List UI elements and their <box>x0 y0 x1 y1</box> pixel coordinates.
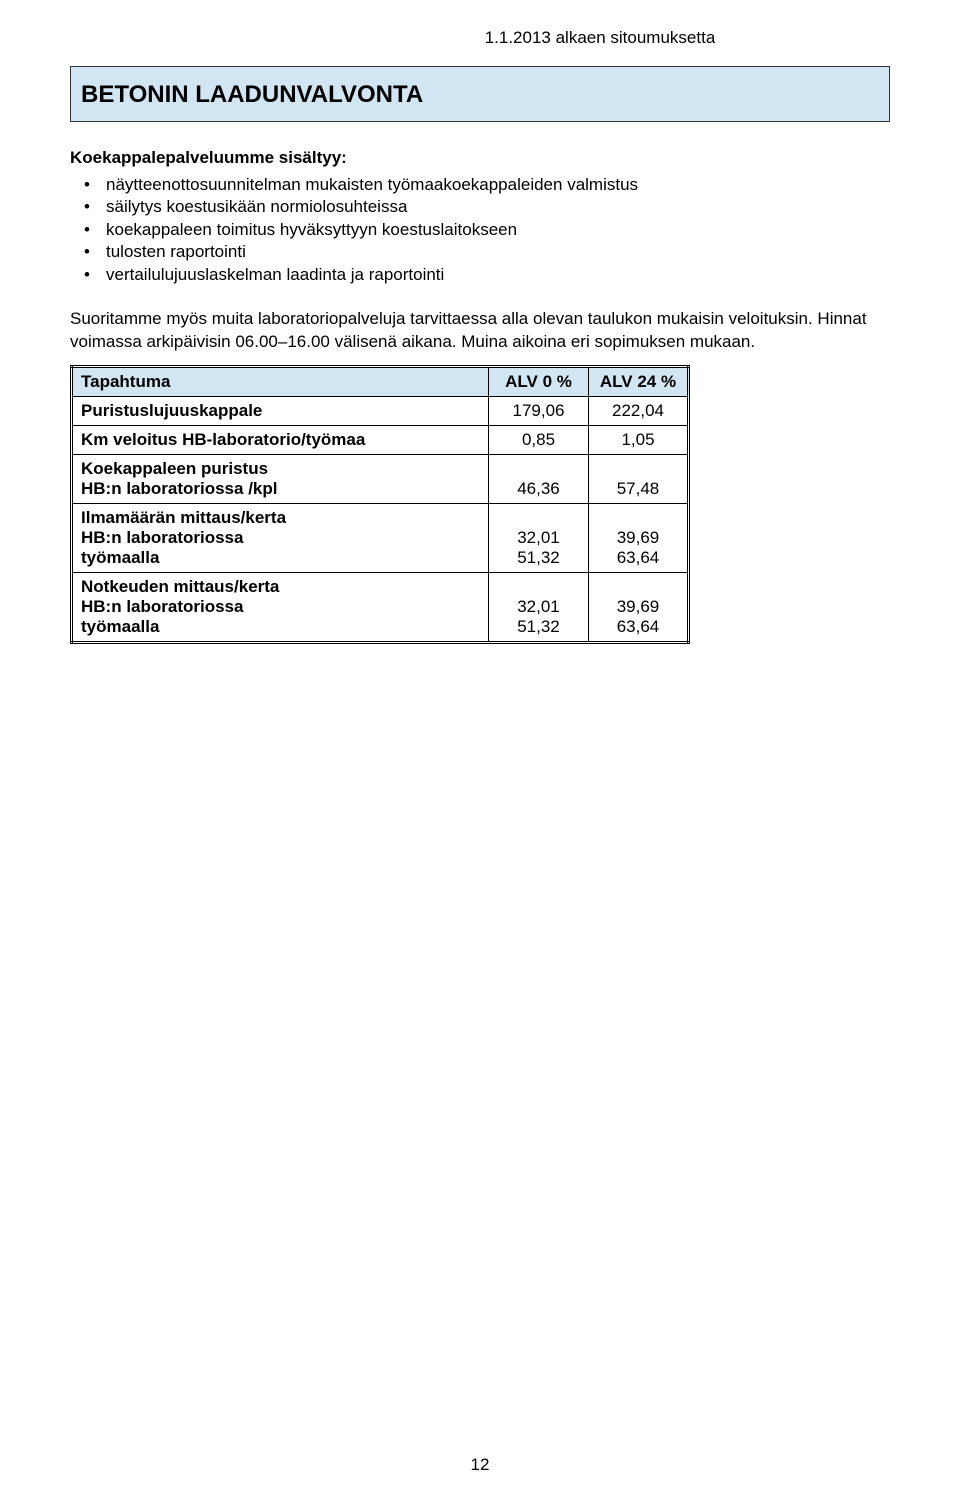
title-banner: BETONIN LAADUNVALVONTA <box>70 66 890 122</box>
cell-alv0: 32,0151,32 <box>489 504 589 573</box>
row-label: Ilmamäärän mittaus/kertaHB:n laboratorio… <box>72 504 489 573</box>
col-alv24: ALV 24 % <box>589 367 689 397</box>
cell-alv0: 179,06 <box>489 397 589 426</box>
row-label: Puristuslujuuskappale <box>72 397 489 426</box>
bullet-item: vertailulujuuslaskelman laadinta ja rapo… <box>106 264 890 286</box>
table-row: Notkeuden mittaus/kertaHB:n laboratorios… <box>72 573 689 643</box>
table-row: Km veloitus HB-laboratorio/työmaa0,851,0… <box>72 426 689 455</box>
bullet-item: koekappaleen toimitus hyväksyttyyn koest… <box>106 219 890 241</box>
row-label: Km veloitus HB-laboratorio/työmaa <box>72 426 489 455</box>
header-date: 1.1.2013 alkaen sitoumuksetta <box>70 28 890 48</box>
row-label: Koekappaleen puristusHB:n laboratoriossa… <box>72 455 489 504</box>
pricing-table: Tapahtuma ALV 0 % ALV 24 % Puristuslujuu… <box>70 365 690 644</box>
bullet-item: näytteenottosuunnitelman mukaisten työma… <box>106 174 890 196</box>
page-title: BETONIN LAADUNVALVONTA <box>81 81 879 109</box>
bullet-item: tulosten raportointi <box>106 241 890 263</box>
table-row: Puristuslujuuskappale179,06222,04 <box>72 397 689 426</box>
row-label: Notkeuden mittaus/kertaHB:n laboratorios… <box>72 573 489 643</box>
cell-alv24: 57,48 <box>589 455 689 504</box>
cell-alv24: 39,6963,64 <box>589 504 689 573</box>
table-header-row: Tapahtuma ALV 0 % ALV 24 % <box>72 367 689 397</box>
page: 1.1.2013 alkaen sitoumuksetta BETONIN LA… <box>0 0 960 1499</box>
table-row: Ilmamäärän mittaus/kertaHB:n laboratorio… <box>72 504 689 573</box>
cell-alv24: 1,05 <box>589 426 689 455</box>
cell-alv0: 0,85 <box>489 426 589 455</box>
cell-alv24: 222,04 <box>589 397 689 426</box>
col-alv0: ALV 0 % <box>489 367 589 397</box>
intro-heading: Koekappalepalveluumme sisältyy: <box>70 148 890 168</box>
page-number: 12 <box>0 1455 960 1475</box>
col-tapahtuma: Tapahtuma <box>72 367 489 397</box>
service-bullet-list: näytteenottosuunnitelman mukaisten työma… <box>70 174 890 286</box>
cell-alv0: 46,36 <box>489 455 589 504</box>
cell-alv0: 32,0151,32 <box>489 573 589 643</box>
table-row: Koekappaleen puristusHB:n laboratoriossa… <box>72 455 689 504</box>
cell-alv24: 39,6963,64 <box>589 573 689 643</box>
description-paragraph: Suoritamme myös muita laboratoriopalvelu… <box>70 308 890 353</box>
bullet-item: säilytys koestusikään normiolosuhteissa <box>106 196 890 218</box>
